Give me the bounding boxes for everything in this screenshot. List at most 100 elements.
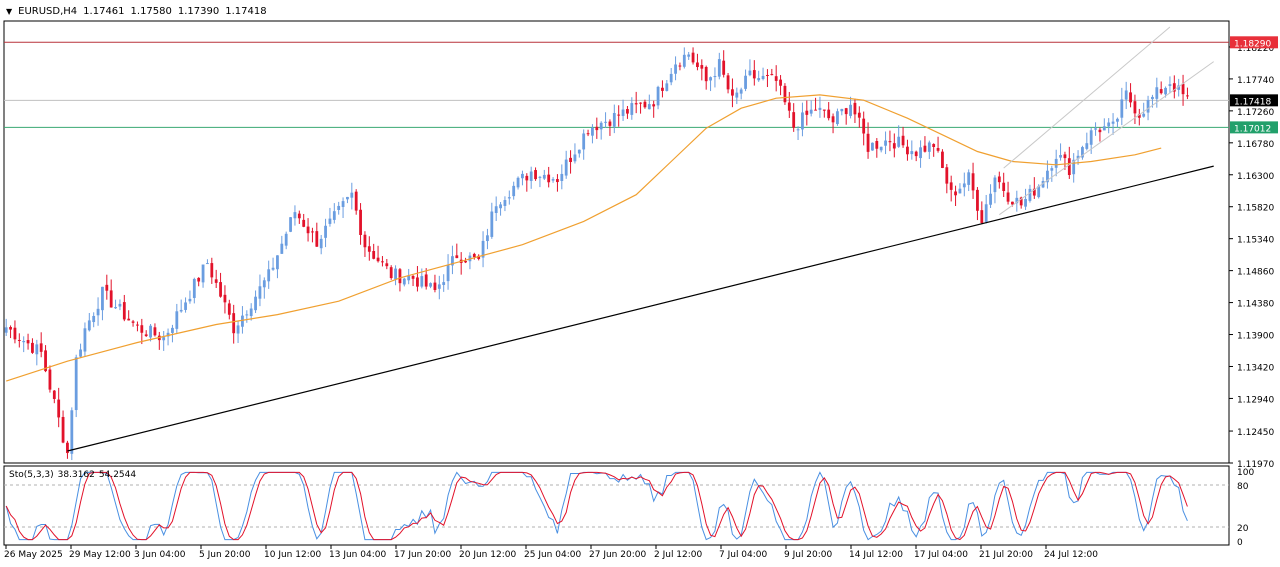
candle[interactable] [468, 252, 472, 270]
candle[interactable] [1137, 108, 1141, 126]
candle[interactable] [26, 333, 30, 350]
candle[interactable] [1116, 117, 1119, 128]
candle[interactable] [739, 87, 743, 100]
candle[interactable] [652, 100, 656, 118]
candle[interactable] [814, 97, 817, 111]
candle[interactable] [901, 126, 905, 148]
candle[interactable] [1177, 78, 1181, 97]
candle[interactable] [586, 129, 590, 137]
candle[interactable] [499, 201, 502, 216]
candle[interactable] [429, 282, 432, 289]
candle[interactable] [83, 322, 87, 358]
candle[interactable] [433, 274, 437, 293]
candle[interactable] [1067, 146, 1071, 179]
candle[interactable] [424, 268, 428, 290]
candle[interactable] [529, 166, 533, 189]
candle[interactable] [626, 105, 629, 119]
candle[interactable] [302, 213, 306, 228]
candle[interactable] [634, 91, 638, 114]
candle[interactable] [332, 203, 336, 224]
candle[interactable] [109, 279, 113, 308]
candle[interactable] [319, 234, 323, 255]
candle[interactable] [122, 294, 126, 322]
candle[interactable] [761, 67, 765, 81]
candle[interactable] [411, 275, 415, 287]
candle[interactable] [984, 194, 988, 224]
candle[interactable] [516, 176, 520, 190]
candle[interactable] [144, 330, 148, 338]
candle[interactable] [691, 47, 695, 65]
candle[interactable] [214, 269, 218, 289]
candle[interactable] [871, 142, 874, 151]
candle[interactable] [726, 73, 730, 94]
candle[interactable] [962, 172, 966, 197]
candle[interactable] [267, 260, 271, 289]
candle[interactable] [31, 338, 34, 354]
candle[interactable] [1159, 81, 1163, 95]
candle[interactable] [936, 136, 940, 153]
candle[interactable] [61, 410, 65, 444]
candle[interactable] [656, 85, 660, 110]
candle[interactable] [1129, 83, 1132, 108]
candle[interactable] [1094, 122, 1097, 136]
candle[interactable] [787, 91, 791, 118]
candle[interactable] [490, 202, 494, 239]
candle[interactable] [910, 140, 914, 160]
candle[interactable] [171, 324, 174, 343]
candle[interactable] [547, 166, 551, 188]
candle[interactable] [254, 290, 257, 314]
candle[interactable] [503, 196, 507, 212]
candle[interactable] [223, 285, 227, 314]
candle[interactable] [621, 99, 625, 122]
candle[interactable] [875, 138, 879, 158]
candle[interactable] [599, 121, 603, 140]
candle[interactable] [577, 149, 581, 158]
candle[interactable] [201, 264, 205, 288]
candle[interactable] [774, 65, 778, 92]
candle[interactable] [1024, 188, 1027, 210]
candle[interactable] [227, 299, 231, 320]
candle[interactable] [477, 254, 481, 261]
candle[interactable] [17, 333, 21, 348]
candle[interactable] [879, 146, 883, 153]
candle[interactable] [1050, 165, 1054, 182]
candle[interactable] [297, 210, 301, 224]
candle[interactable] [954, 185, 957, 207]
candle[interactable] [232, 304, 236, 344]
candle[interactable] [595, 117, 599, 139]
candle[interactable] [359, 203, 362, 245]
candle[interactable] [582, 129, 586, 160]
candle[interactable] [315, 222, 319, 247]
candle[interactable] [96, 297, 100, 326]
candle[interactable] [731, 78, 734, 108]
candle[interactable] [542, 169, 546, 180]
candle[interactable] [704, 65, 708, 90]
candle[interactable] [805, 100, 809, 126]
candle[interactable] [459, 252, 463, 275]
candle[interactable] [114, 299, 117, 309]
candle[interactable] [1142, 102, 1146, 118]
candle[interactable] [188, 290, 192, 304]
candle[interactable] [311, 227, 314, 243]
candle[interactable] [678, 62, 682, 71]
candle[interactable] [608, 119, 612, 136]
candle[interactable] [1028, 184, 1032, 203]
candle[interactable] [779, 75, 782, 96]
candle[interactable] [849, 96, 852, 119]
candle[interactable] [958, 183, 962, 194]
candle[interactable] [945, 164, 949, 194]
candle[interactable] [192, 277, 196, 304]
candle[interactable] [1186, 87, 1189, 100]
candle[interactable] [512, 181, 516, 200]
candle[interactable] [932, 143, 936, 157]
candle[interactable] [831, 113, 835, 134]
candle[interactable] [700, 59, 704, 81]
candle[interactable] [661, 80, 664, 98]
candle[interactable] [630, 97, 634, 120]
candle[interactable] [105, 274, 109, 300]
candle[interactable] [1107, 118, 1111, 134]
candle[interactable] [1120, 87, 1124, 126]
candle[interactable] [153, 323, 157, 337]
candle[interactable] [451, 245, 454, 275]
